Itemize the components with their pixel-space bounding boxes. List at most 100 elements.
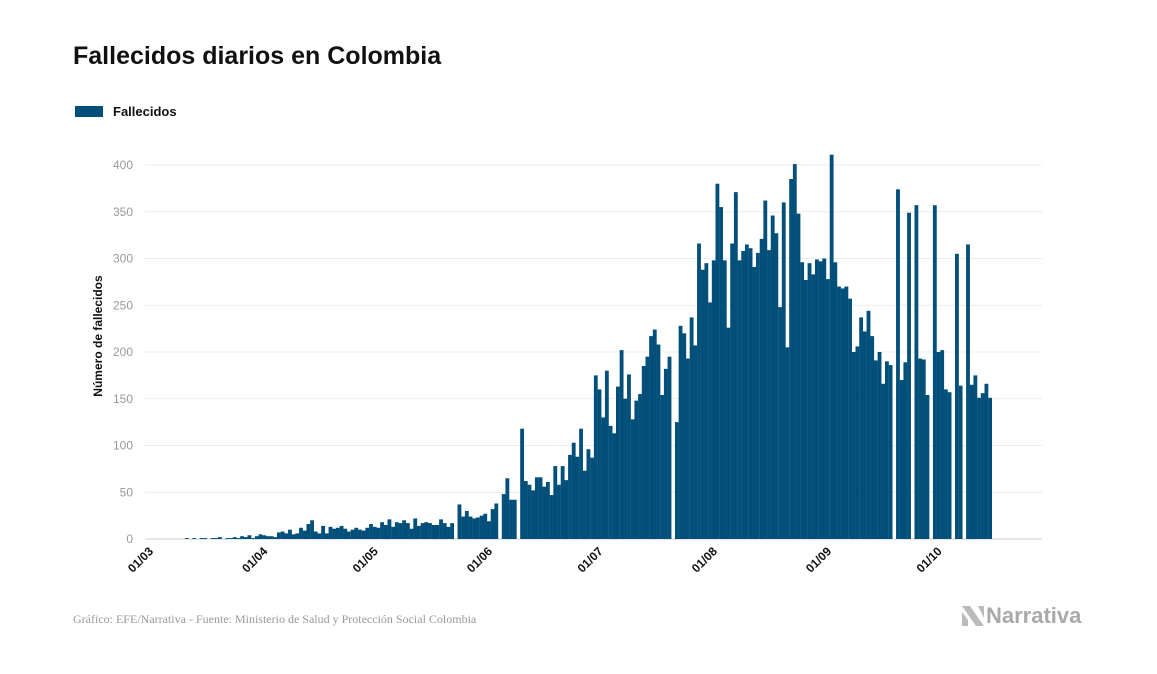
x-tick-label: 01/10 (914, 544, 945, 575)
bar (269, 536, 274, 540)
x-tick-label: 01/04 (239, 544, 270, 575)
bar (369, 524, 373, 539)
bar (512, 499, 517, 539)
bar (358, 529, 362, 539)
bar (608, 425, 613, 540)
bar (649, 336, 653, 540)
bar (597, 389, 602, 539)
bar (921, 359, 926, 539)
narrativa-logo-icon (962, 606, 984, 626)
y-tick-label: 150 (113, 392, 133, 406)
bar (229, 538, 233, 540)
bar (785, 347, 790, 539)
bar (321, 525, 326, 539)
bar (402, 520, 407, 539)
bar (711, 260, 716, 539)
bar (748, 248, 753, 539)
bar (391, 526, 396, 540)
bar (520, 428, 525, 539)
bar (689, 317, 694, 539)
bar (509, 499, 513, 539)
bar (590, 457, 595, 539)
bar (299, 527, 303, 539)
bar (387, 519, 392, 540)
bar (803, 280, 808, 539)
bar (435, 524, 440, 540)
bar (940, 350, 945, 539)
bar (258, 534, 263, 540)
bar (630, 419, 635, 539)
bar (693, 345, 698, 539)
bar (324, 533, 329, 539)
bar (792, 164, 797, 539)
bar (660, 395, 665, 539)
bar (814, 259, 819, 539)
bar (236, 538, 241, 540)
bar (737, 260, 742, 539)
bar (446, 526, 451, 540)
legend-swatch (75, 106, 103, 117)
bar (210, 538, 215, 540)
bar (988, 397, 993, 539)
legend: Fallecidos (75, 104, 177, 119)
bar (417, 525, 421, 539)
bar (767, 250, 771, 539)
bar (262, 535, 267, 539)
bar (265, 536, 270, 540)
bar (490, 509, 495, 539)
y-tick-label: 250 (113, 298, 133, 312)
bar (936, 352, 941, 539)
bar (549, 495, 554, 540)
bar (494, 503, 499, 539)
bar (888, 365, 893, 539)
bar (545, 481, 550, 539)
bar (203, 538, 208, 540)
bar (601, 417, 606, 539)
bar (247, 535, 252, 539)
bar (697, 243, 701, 540)
x-tick-label: 01/07 (575, 544, 606, 575)
y-tick-label: 400 (113, 158, 133, 172)
bar (564, 480, 569, 540)
bar (328, 526, 333, 540)
bar (763, 200, 768, 539)
bar (295, 533, 300, 539)
bar (914, 205, 919, 539)
bar (722, 260, 727, 539)
bar (612, 433, 617, 540)
bar (579, 428, 583, 539)
bar (807, 263, 812, 539)
bar (361, 530, 366, 540)
bar (218, 537, 222, 539)
y-tick-label: 50 (120, 485, 134, 499)
bar (372, 526, 377, 540)
bar (958, 385, 963, 539)
bar (557, 484, 561, 539)
bar (571, 442, 576, 539)
bar (899, 380, 904, 539)
bar (184, 538, 189, 540)
bar (284, 533, 289, 539)
bar (332, 528, 337, 540)
bar (656, 344, 661, 539)
bar (634, 400, 639, 539)
bar (479, 515, 484, 540)
bar (774, 233, 779, 539)
bar (866, 310, 871, 539)
chart-title: Fallecidos diarios en Colombia (73, 42, 442, 70)
bar (339, 525, 344, 539)
bar (862, 331, 867, 539)
bar (903, 362, 908, 539)
y-axis-label: Número de fallecidos (91, 275, 105, 397)
bar (663, 368, 668, 539)
bar (394, 522, 399, 539)
bar (848, 298, 852, 539)
bar (310, 520, 314, 539)
bar (873, 360, 878, 539)
bar (881, 383, 886, 539)
bar (778, 307, 782, 539)
bar (789, 179, 794, 539)
bar (534, 477, 539, 539)
narrativa-logo-text: Narrativa (986, 603, 1082, 628)
bar (641, 366, 646, 539)
